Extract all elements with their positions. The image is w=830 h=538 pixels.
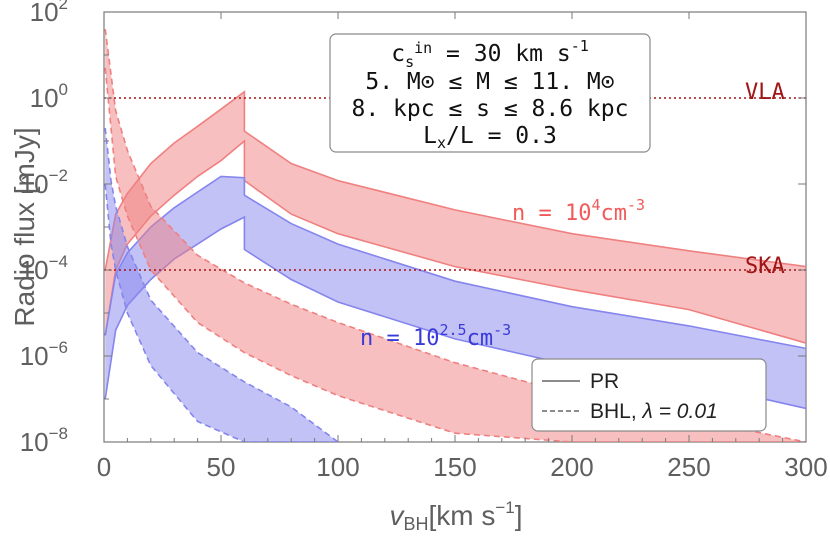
x-tick-label: 100 [316, 452, 359, 482]
x-axis-label: vBH[km s−1] [389, 498, 522, 534]
band-bhl-3-fill [105, 128, 338, 442]
band-label-n2-5: n = 102.5cm-3 [360, 321, 511, 351]
ska-label: SKA [745, 254, 785, 279]
legend-bhl-label: BHL, λ = 0.01 [590, 400, 718, 423]
x-tick-label: 250 [667, 452, 710, 482]
band-bhl-2-fill [105, 29, 806, 442]
vla-label: VLA [745, 80, 785, 105]
info-box: csin = 30 km s-1 5. M⊙ ≤ M ≤ 11. M⊙ 8. k… [329, 33, 651, 153]
x-tick-label: 0 [97, 452, 111, 482]
svg-text:8. kpc ≤ s ≤ 8.6 kpc: 8. kpc ≤ s ≤ 8.6 kpc [352, 96, 629, 122]
legend: PR BHL, λ = 0.01 [531, 358, 767, 432]
x-tick-label: 200 [550, 452, 593, 482]
y-tick-label: 10−8 [20, 424, 68, 457]
band-bhl-3-upper-line [104, 128, 339, 442]
y-tick-label: 10−2 [20, 166, 68, 199]
band-pr-1-fill [105, 176, 806, 409]
svg-text:5. M⊙ ≤ M ≤ 11. M⊙: 5. M⊙ ≤ M ≤ 11. M⊙ [365, 69, 614, 95]
band-bhl-2-lower-line [104, 67, 806, 442]
x-tick-label: 300 [784, 452, 827, 482]
svg-text:csin = 30 km s-1: csin = 30 km s-1 [391, 37, 589, 71]
y-tick-label: 10−6 [20, 338, 68, 371]
band-pr-0-fill [105, 91, 806, 344]
axis-ticks: 0 50 100 150 200 250 300 102 100 10−2 10−4 10−6 10−8 [20, 0, 828, 482]
x-tick-label: 150 [433, 452, 476, 482]
band-label-n4: n = 104cm-3 [512, 196, 645, 226]
band-pr-1-upper-line [104, 175, 806, 350]
legend-pr-label: PR [590, 370, 619, 393]
y-tick-label: 100 [30, 80, 68, 113]
svg-text:Lx/L = 0.3: Lx/L = 0.3 [423, 123, 557, 152]
y-axis-label: Radio flux [mJy] [9, 127, 40, 326]
data-bands [104, 28, 806, 442]
y-tick-label: 102 [30, 0, 68, 27]
x-tick-label: 50 [207, 452, 236, 482]
y-tick-label: 10−4 [20, 252, 68, 285]
